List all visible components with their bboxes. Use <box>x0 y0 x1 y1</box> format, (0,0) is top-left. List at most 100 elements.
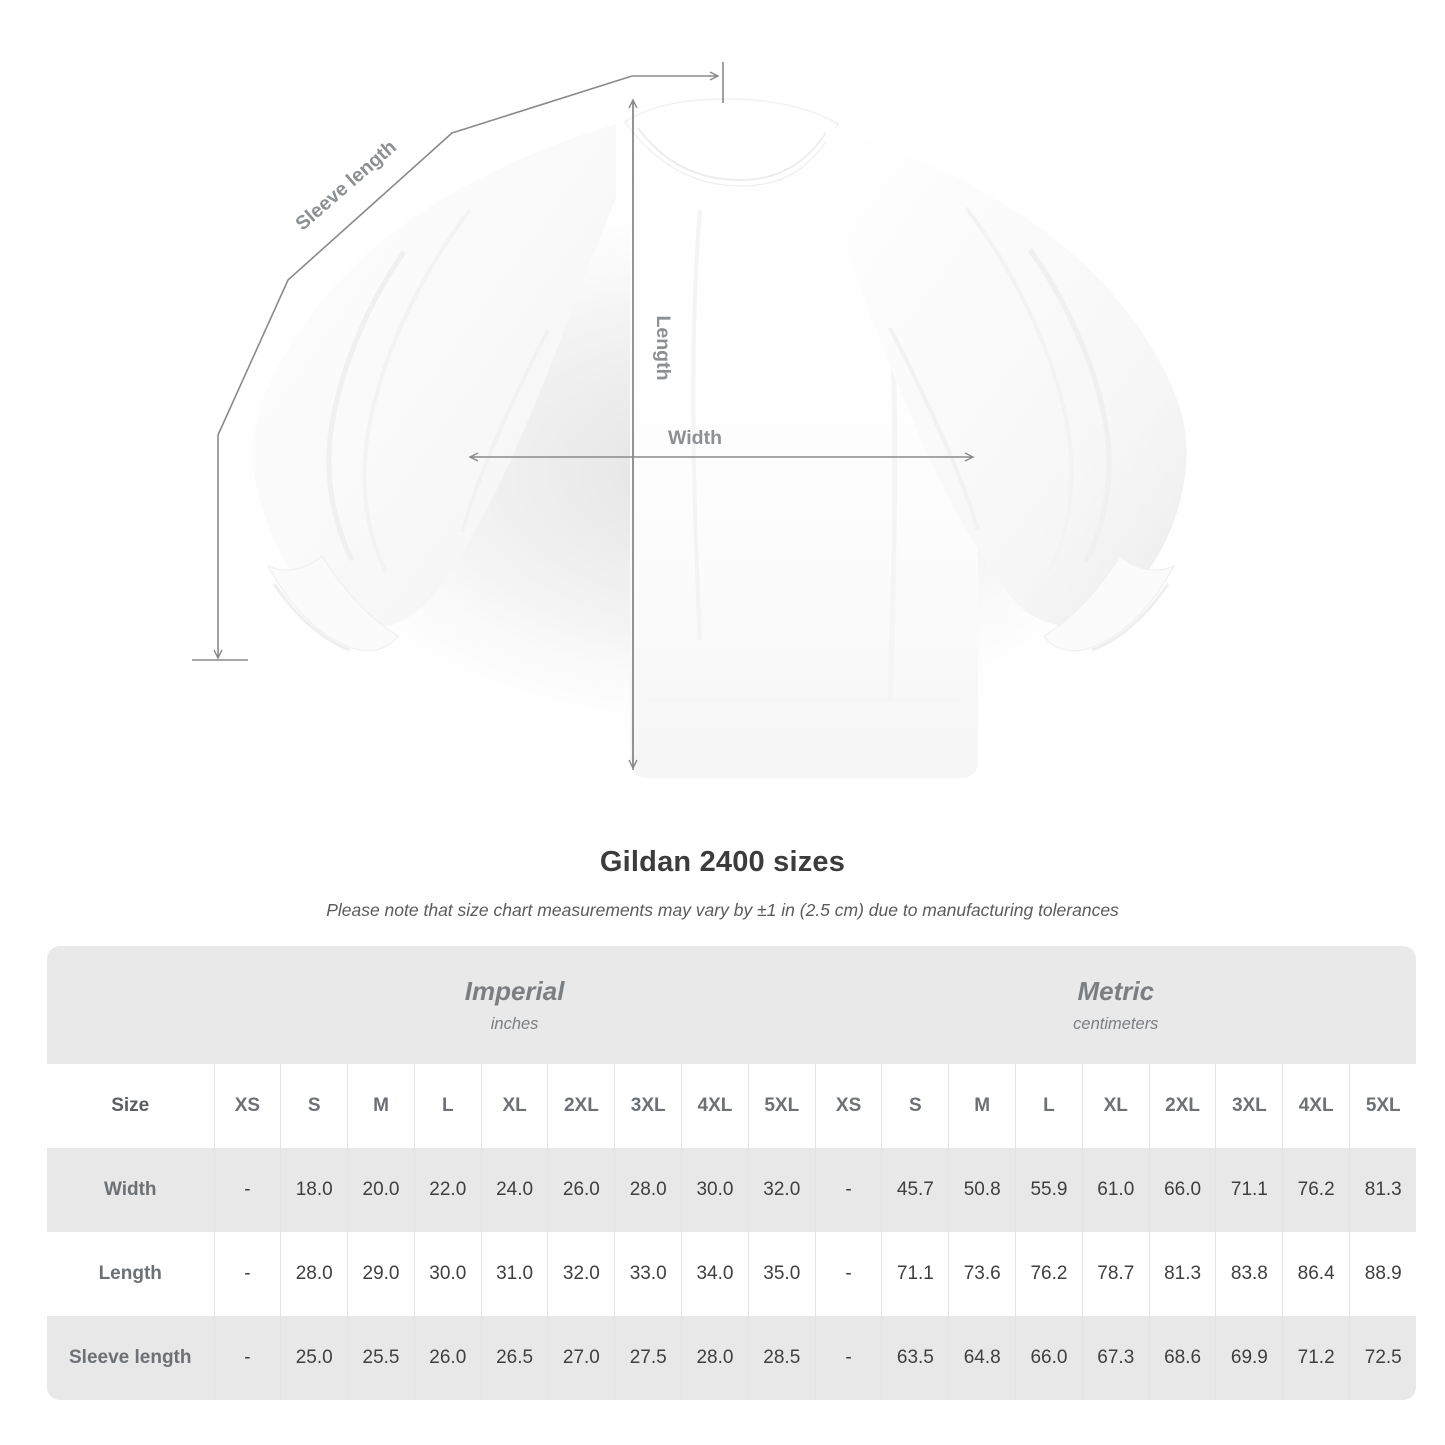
unit-subtitle: centimeters <box>1073 1014 1159 1033</box>
cell-sleeve-length-metric-4xl: 71.2 <box>1282 1316 1350 1400</box>
size-header-xs-imperial: XS <box>213 1064 281 1148</box>
sleeve-length-label: Sleeve length <box>291 136 400 235</box>
cell-sleeve-length-imperial-xl: 26.5 <box>480 1316 548 1400</box>
size-header-3xl-metric: 3XL <box>1215 1064 1283 1148</box>
cell-length-imperial-xs: - <box>213 1232 281 1316</box>
size-header-l-imperial: L <box>413 1064 482 1148</box>
cell-length-metric-2xl: 81.3 <box>1148 1232 1216 1316</box>
cell-length-imperial-l: 30.0 <box>413 1232 482 1316</box>
cell-width-metric-5xl: 81.3 <box>1349 1148 1417 1232</box>
cell-width-imperial-l: 22.0 <box>413 1148 482 1232</box>
table-row: Sleeve length -25.0 25.5 26.0 26.5 27.0 27.5 28… <box>47 1316 1417 1400</box>
cell-sleeve-length-imperial-2xl: 27.0 <box>547 1316 615 1400</box>
width-label: Width <box>668 427 722 449</box>
cell-length-metric-xs: - <box>814 1232 882 1316</box>
size-header-l-metric: L <box>1015 1064 1083 1148</box>
cell-width-imperial-m: 20.0 <box>347 1148 415 1232</box>
cell-length-imperial-xl: 31.0 <box>480 1232 548 1316</box>
length-label: Length <box>652 316 674 381</box>
cell-width-metric-m: 50.8 <box>948 1148 1016 1232</box>
unit-name: Metric <box>1077 976 1155 1007</box>
cell-width-imperial-xl: 24.0 <box>480 1148 548 1232</box>
size-header-5xl-imperial: 5XL <box>747 1064 816 1148</box>
size-header-xl-imperial: XL <box>480 1064 548 1148</box>
cell-width-metric-s: 45.7 <box>881 1148 949 1232</box>
table-row: Width -18.0 20.0 22.0 24.0 26.0 28.0 30.0 32.0-4… <box>47 1148 1417 1232</box>
size-table-container: Imperial inches Metric centimeters Size XS S M L… <box>47 946 1417 1400</box>
cell-width-metric-xl: 61.0 <box>1081 1148 1150 1232</box>
cell-length-metric-l: 76.2 <box>1015 1232 1083 1316</box>
cell-sleeve-length-metric-l: 66.0 <box>1015 1316 1083 1400</box>
table-row: Length -28.0 29.0 30.0 31.0 32.0 33.0 34.0 35.0-… <box>47 1232 1417 1316</box>
size-header-5xl-metric: 5XL <box>1349 1064 1417 1148</box>
cell-sleeve-length-imperial-xs: - <box>213 1316 281 1400</box>
cell-length-imperial-s: 28.0 <box>280 1232 348 1316</box>
size-header-m-metric: M <box>948 1064 1016 1148</box>
cell-width-metric-4xl: 76.2 <box>1282 1148 1350 1232</box>
cell-sleeve-length-imperial-m: 25.5 <box>347 1316 415 1400</box>
cell-sleeve-length-metric-s: 63.5 <box>881 1316 949 1400</box>
cell-length-metric-s: 71.1 <box>881 1232 949 1316</box>
cell-width-imperial-xs: - <box>213 1148 281 1232</box>
cell-length-metric-4xl: 86.4 <box>1282 1232 1350 1316</box>
cell-sleeve-length-imperial-s: 25.0 <box>280 1316 348 1400</box>
size-header-xs-metric: XS <box>814 1064 882 1148</box>
left-sleeve <box>253 124 617 652</box>
row-label-length: Length <box>47 1232 214 1316</box>
cell-width-metric-3xl: 71.1 <box>1215 1148 1283 1232</box>
cell-width-metric-xs: - <box>814 1148 882 1232</box>
row-label-sleeve-length: Sleeve length <box>47 1316 214 1400</box>
cell-width-imperial-4xl: 30.0 <box>681 1148 749 1232</box>
cell-sleeve-length-metric-2xl: 68.6 <box>1148 1316 1216 1400</box>
cell-length-imperial-3xl: 33.0 <box>614 1232 682 1316</box>
unit-banner-spacer <box>47 946 214 1064</box>
cell-sleeve-length-imperial-5xl: 28.5 <box>747 1316 816 1400</box>
cell-length-imperial-2xl: 32.0 <box>547 1232 615 1316</box>
unit-header-metric: Metric centimeters <box>815 946 1417 1064</box>
chart-heading: Gildan 2400 sizes Please note that size … <box>0 845 1445 922</box>
size-header-2xl-imperial: 2XL <box>547 1064 615 1148</box>
cell-width-metric-2xl: 66.0 <box>1148 1148 1216 1232</box>
size-header-s-imperial: S <box>280 1064 348 1148</box>
cell-sleeve-length-metric-5xl: 72.5 <box>1349 1316 1417 1400</box>
unit-header-imperial: Imperial inches <box>214 946 816 1064</box>
size-header-s-metric: S <box>881 1064 949 1148</box>
cell-width-metric-l: 55.9 <box>1015 1148 1083 1232</box>
cell-length-metric-3xl: 83.8 <box>1215 1232 1283 1316</box>
sleeve-length-diagonal <box>217 75 633 436</box>
size-header-xl-metric: XL <box>1081 1064 1150 1148</box>
cell-length-imperial-5xl: 35.0 <box>747 1232 816 1316</box>
row-label-width: Width <box>47 1148 214 1232</box>
size-header-label: Size <box>47 1064 214 1148</box>
size-header-2xl-metric: 2XL <box>1148 1064 1216 1148</box>
garment-diagram: Sleeve length Length Width <box>192 62 1225 778</box>
sleeve-length-guide <box>192 62 724 661</box>
cell-sleeve-length-metric-xl: 67.3 <box>1081 1316 1150 1400</box>
right-sleeve <box>826 126 1187 652</box>
size-header-row: Size XS S M L XL 2XL 3XL 4XL 5XL XS S M L XL 2XL 3XL 4XL 5… <box>47 1064 1417 1148</box>
unit-name: Imperial <box>464 976 565 1007</box>
cell-width-imperial-3xl: 28.0 <box>614 1148 682 1232</box>
size-header-4xl-metric: 4XL <box>1282 1064 1350 1148</box>
size-header-m-imperial: M <box>347 1064 415 1148</box>
cell-sleeve-length-metric-3xl: 69.9 <box>1215 1316 1283 1400</box>
cell-length-imperial-m: 29.0 <box>347 1232 415 1316</box>
cell-width-imperial-s: 18.0 <box>280 1148 348 1232</box>
cell-length-metric-xl: 78.7 <box>1081 1232 1150 1316</box>
cell-sleeve-length-imperial-l: 26.0 <box>413 1316 482 1400</box>
size-header-4xl-imperial: 4XL <box>681 1064 749 1148</box>
tolerance-note: Please note that size chart measurements… <box>326 899 1119 920</box>
unit-subtitle: inches <box>490 1014 539 1033</box>
cell-length-metric-m: 73.6 <box>948 1232 1016 1316</box>
cell-sleeve-length-imperial-4xl: 28.0 <box>681 1316 749 1400</box>
cell-width-imperial-2xl: 26.0 <box>547 1148 615 1232</box>
cell-sleeve-length-metric-m: 64.8 <box>948 1316 1016 1400</box>
cell-length-metric-5xl: 88.9 <box>1349 1232 1417 1316</box>
unit-banner-row: Imperial inches Metric centimeters <box>47 946 1417 1064</box>
cell-length-imperial-4xl: 34.0 <box>681 1232 749 1316</box>
cell-width-imperial-5xl: 32.0 <box>747 1148 816 1232</box>
cell-sleeve-length-imperial-3xl: 27.5 <box>614 1316 682 1400</box>
size-table: Imperial inches Metric centimeters Size XS S M L… <box>47 946 1417 1400</box>
page-title: Gildan 2400 sizes <box>599 846 846 878</box>
